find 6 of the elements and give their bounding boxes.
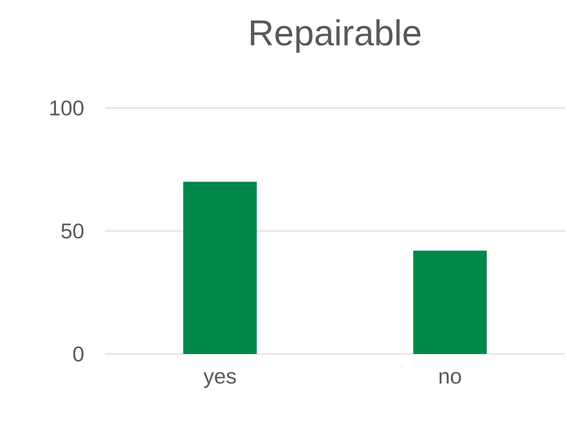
y-tick-label: 50: [61, 223, 84, 239]
chart-title: Repairable: [250, 19, 420, 53]
y-tick-label: 0: [73, 346, 84, 362]
y-tick-label: 100: [50, 100, 84, 116]
x-tick-label: yes: [203, 372, 236, 388]
x-tick-label: no: [440, 372, 461, 384]
